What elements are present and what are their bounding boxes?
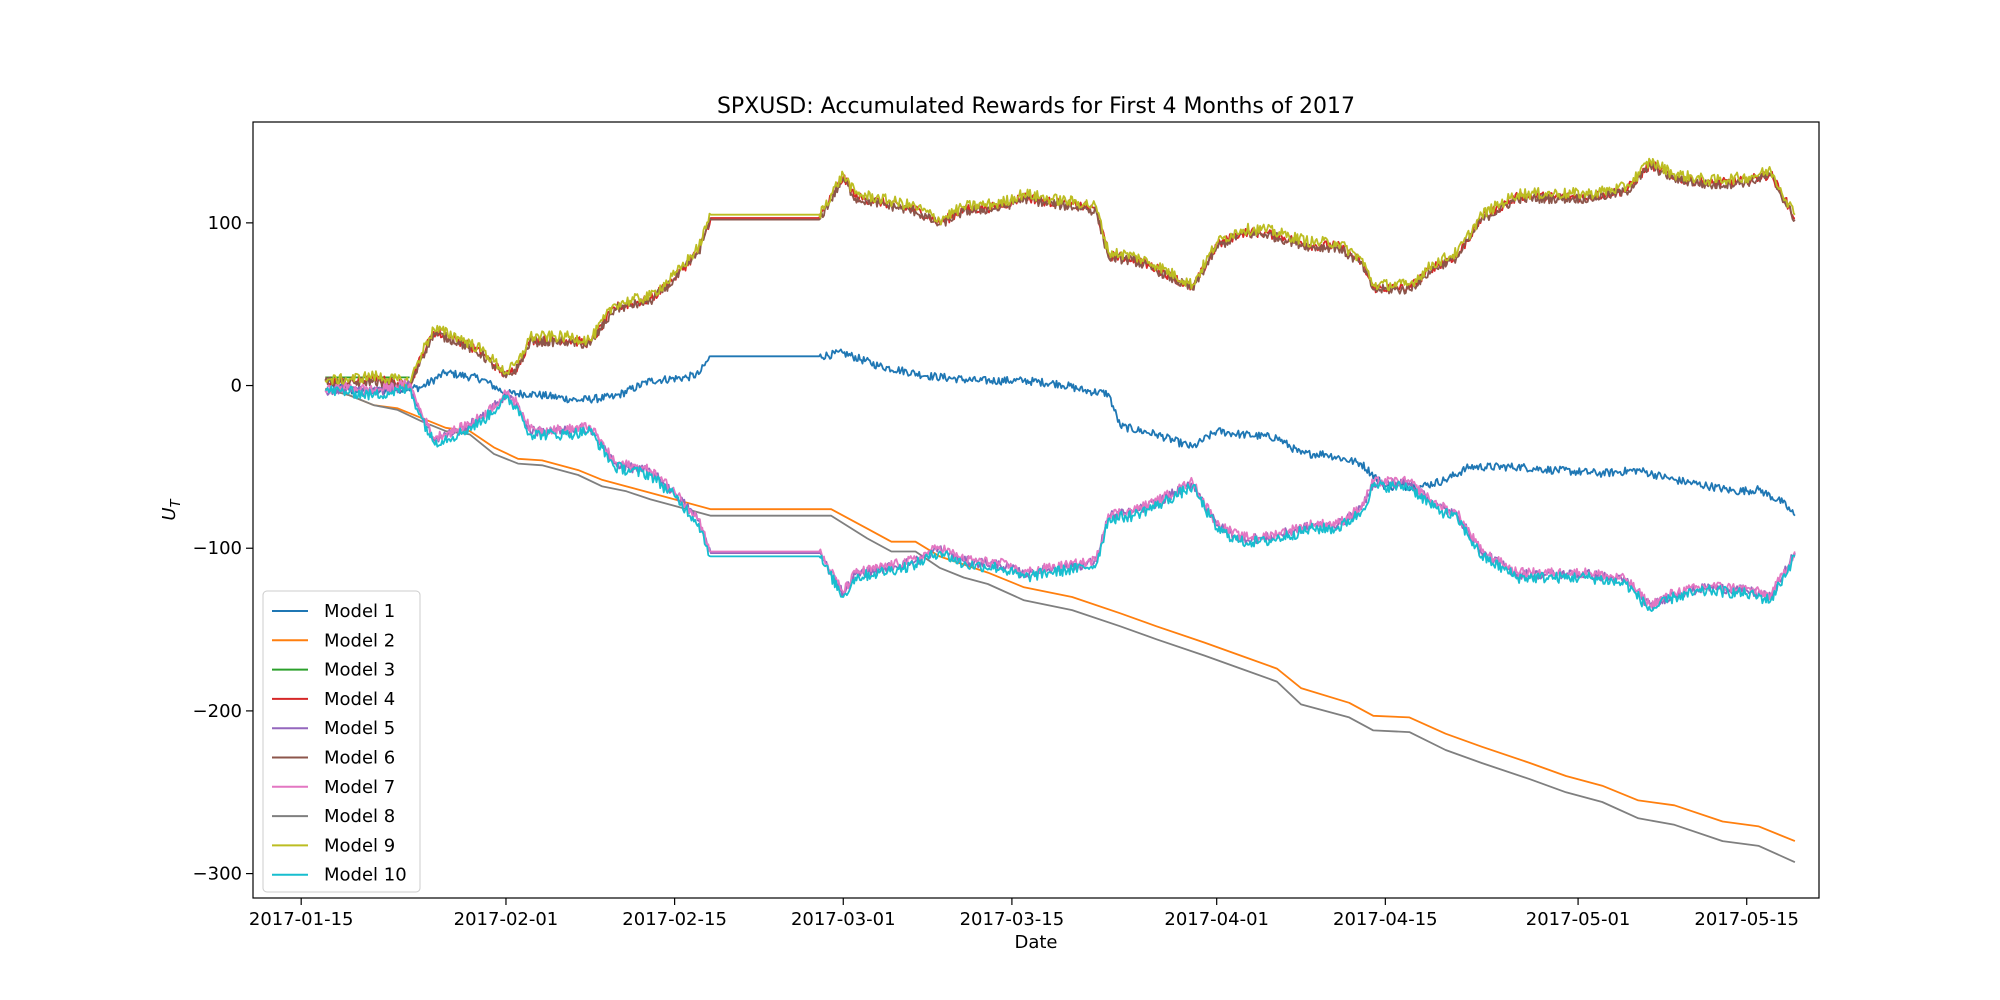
legend-label: Model 6 (324, 748, 395, 769)
legend-label: Model 1 (324, 601, 395, 622)
x-tick-label: 2017-04-01 (1164, 909, 1269, 930)
legend-label: Model 2 (324, 630, 395, 651)
x-tick-label: 2017-04-15 (1333, 909, 1438, 930)
y-axis-label-subscript: T (169, 498, 184, 507)
y-tick-label: −200 (193, 701, 242, 722)
x-axis-label: Date (1014, 932, 1057, 953)
x-tick-label: 2017-02-01 (454, 909, 559, 930)
legend-entry: Model 10 (272, 865, 407, 886)
legend-entry: Model 8 (272, 806, 395, 827)
series-layer (324, 157, 1796, 864)
legend-entry: Model 5 (272, 718, 395, 739)
legend-label: Model 10 (324, 865, 407, 886)
legend-label: Model 7 (324, 777, 395, 798)
series-line-model-2 (325, 387, 1796, 842)
y-tick-label: 0 (231, 376, 242, 397)
x-tick-label: 2017-01-15 (249, 909, 354, 930)
y-tick-label: −300 (193, 864, 242, 885)
legend: Model 1 Model 2 Model 3 Model 4 Model 5 Model… (262, 590, 421, 893)
y-axis-label-main: U (159, 507, 180, 520)
y-tick-label: −100 (193, 538, 242, 559)
series-line-model-10 (324, 383, 1796, 612)
series-line-model-8 (325, 387, 1796, 864)
legend-label: Model 5 (324, 718, 395, 739)
legend-label: Model 8 (324, 806, 395, 827)
x-axis: 2017-01-15 2017-02-01 2017-02-15 2017-03-01… (249, 898, 1799, 930)
x-tick-label: 2017-05-01 (1526, 909, 1631, 930)
series-line-model-9 (324, 157, 1796, 389)
legend-entry: Model 9 (272, 835, 395, 856)
legend-entry: Model 6 (272, 748, 395, 769)
legend-entry: Model 3 (272, 660, 395, 681)
series-line-model-1 (324, 348, 1796, 517)
chart-title: SPXUSD: Accumulated Rewards for First 4 … (717, 94, 1355, 119)
legend-entry: Model 2 (272, 630, 395, 651)
plot-frame (252, 121, 1820, 899)
legend-entry: Model 7 (272, 777, 395, 798)
x-tick-label: 2017-03-15 (960, 909, 1065, 930)
x-tick-label: 2017-03-01 (791, 909, 896, 930)
legend-entry: Model 4 (272, 689, 395, 710)
y-axis-label: UT (159, 498, 184, 520)
y-tick-label: 100 (208, 213, 242, 234)
y-axis: 100 0 −100 −200 −300 (193, 213, 253, 885)
legend-label: Model 3 (324, 660, 395, 681)
legend-label: Model 9 (324, 835, 395, 856)
legend-label: Model 4 (324, 689, 395, 710)
x-tick-label: 2017-05-15 (1694, 909, 1799, 930)
x-tick-label: 2017-02-15 (622, 909, 727, 930)
legend-entry: Model 1 (272, 601, 395, 622)
